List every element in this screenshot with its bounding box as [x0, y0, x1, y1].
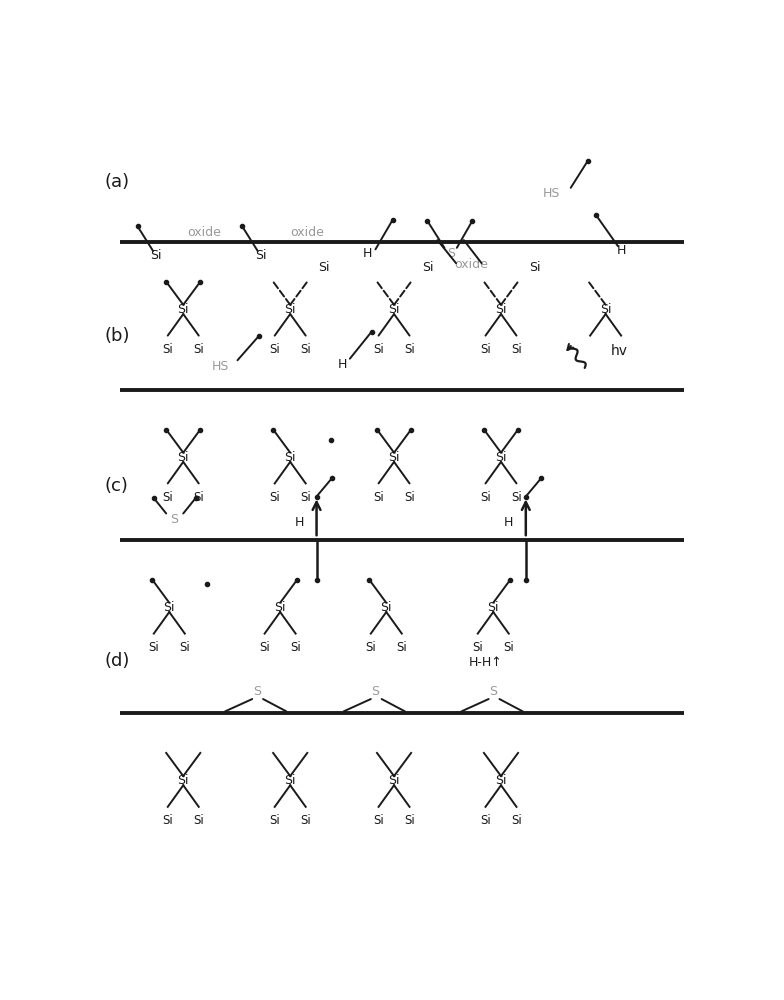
Text: (d): (d) [104, 652, 129, 670]
Text: Si: Si [162, 343, 173, 356]
Text: H: H [363, 247, 372, 260]
Text: Si: Si [388, 774, 400, 787]
Text: Si: Si [373, 814, 384, 827]
Text: HS: HS [543, 187, 560, 200]
Text: S: S [253, 685, 261, 698]
Text: Si: Si [380, 601, 392, 614]
Text: H: H [295, 516, 304, 529]
Text: Si: Si [148, 641, 159, 654]
Text: Si: Si [270, 814, 280, 827]
Text: Si: Si [177, 774, 189, 787]
Text: Si: Si [300, 814, 311, 827]
Text: Si: Si [270, 491, 280, 504]
Text: oxide: oxide [455, 258, 488, 271]
Text: Si: Si [164, 601, 175, 614]
Text: Si: Si [260, 641, 270, 654]
Text: Si: Si [270, 343, 280, 356]
Text: Si: Si [511, 491, 522, 504]
Text: Si: Si [488, 601, 499, 614]
Text: Si: Si [480, 491, 491, 504]
Text: Si: Si [373, 343, 384, 356]
Text: S: S [170, 513, 178, 526]
Text: Si: Si [300, 343, 311, 356]
Text: Si: Si [473, 641, 483, 654]
Text: Si: Si [388, 451, 400, 464]
Text: Si: Si [285, 774, 296, 787]
Text: Si: Si [503, 641, 514, 654]
Text: oxide: oxide [290, 226, 325, 239]
Text: Si: Si [405, 343, 415, 356]
Text: Si: Si [397, 641, 407, 654]
Text: Si: Si [194, 343, 204, 356]
Text: Si: Si [511, 343, 522, 356]
Text: HS: HS [212, 360, 229, 373]
Text: Si: Si [480, 814, 491, 827]
Text: Si: Si [162, 491, 173, 504]
Text: Si: Si [285, 451, 296, 464]
Text: S: S [489, 685, 497, 698]
Text: oxide: oxide [187, 226, 221, 239]
Text: Si: Si [529, 261, 541, 274]
Text: Si: Si [388, 303, 400, 316]
Text: Si: Si [274, 601, 286, 614]
Text: (b): (b) [104, 327, 129, 345]
Text: Si: Si [290, 641, 301, 654]
Text: S: S [447, 247, 455, 260]
Text: S: S [372, 685, 379, 698]
Text: H-H↑: H-H↑ [469, 656, 503, 669]
Text: Si: Si [255, 249, 267, 262]
Text: hv: hv [611, 344, 628, 358]
Text: H: H [616, 244, 626, 257]
Text: Si: Si [480, 343, 491, 356]
Text: Si: Si [405, 814, 415, 827]
Text: Si: Si [194, 814, 204, 827]
Text: Si: Si [373, 491, 384, 504]
Text: Si: Si [162, 814, 173, 827]
Text: Si: Si [495, 774, 506, 787]
Text: H: H [504, 516, 514, 529]
Text: Si: Si [177, 451, 189, 464]
Text: Si: Si [194, 491, 204, 504]
Text: H: H [337, 358, 347, 371]
Text: Si: Si [495, 451, 506, 464]
Text: Si: Si [495, 303, 506, 316]
Text: Si: Si [600, 303, 612, 316]
Text: Si: Si [511, 814, 522, 827]
Text: Si: Si [177, 303, 189, 316]
Text: Si: Si [285, 303, 296, 316]
Text: (a): (a) [104, 173, 129, 191]
Text: Si: Si [365, 641, 376, 654]
Text: Si: Si [300, 491, 311, 504]
Text: (c): (c) [104, 477, 128, 495]
Text: Si: Si [405, 491, 415, 504]
Text: Si: Si [423, 261, 434, 274]
Text: Si: Si [180, 641, 191, 654]
Text: Si: Si [151, 249, 162, 262]
Text: Si: Si [318, 261, 330, 274]
